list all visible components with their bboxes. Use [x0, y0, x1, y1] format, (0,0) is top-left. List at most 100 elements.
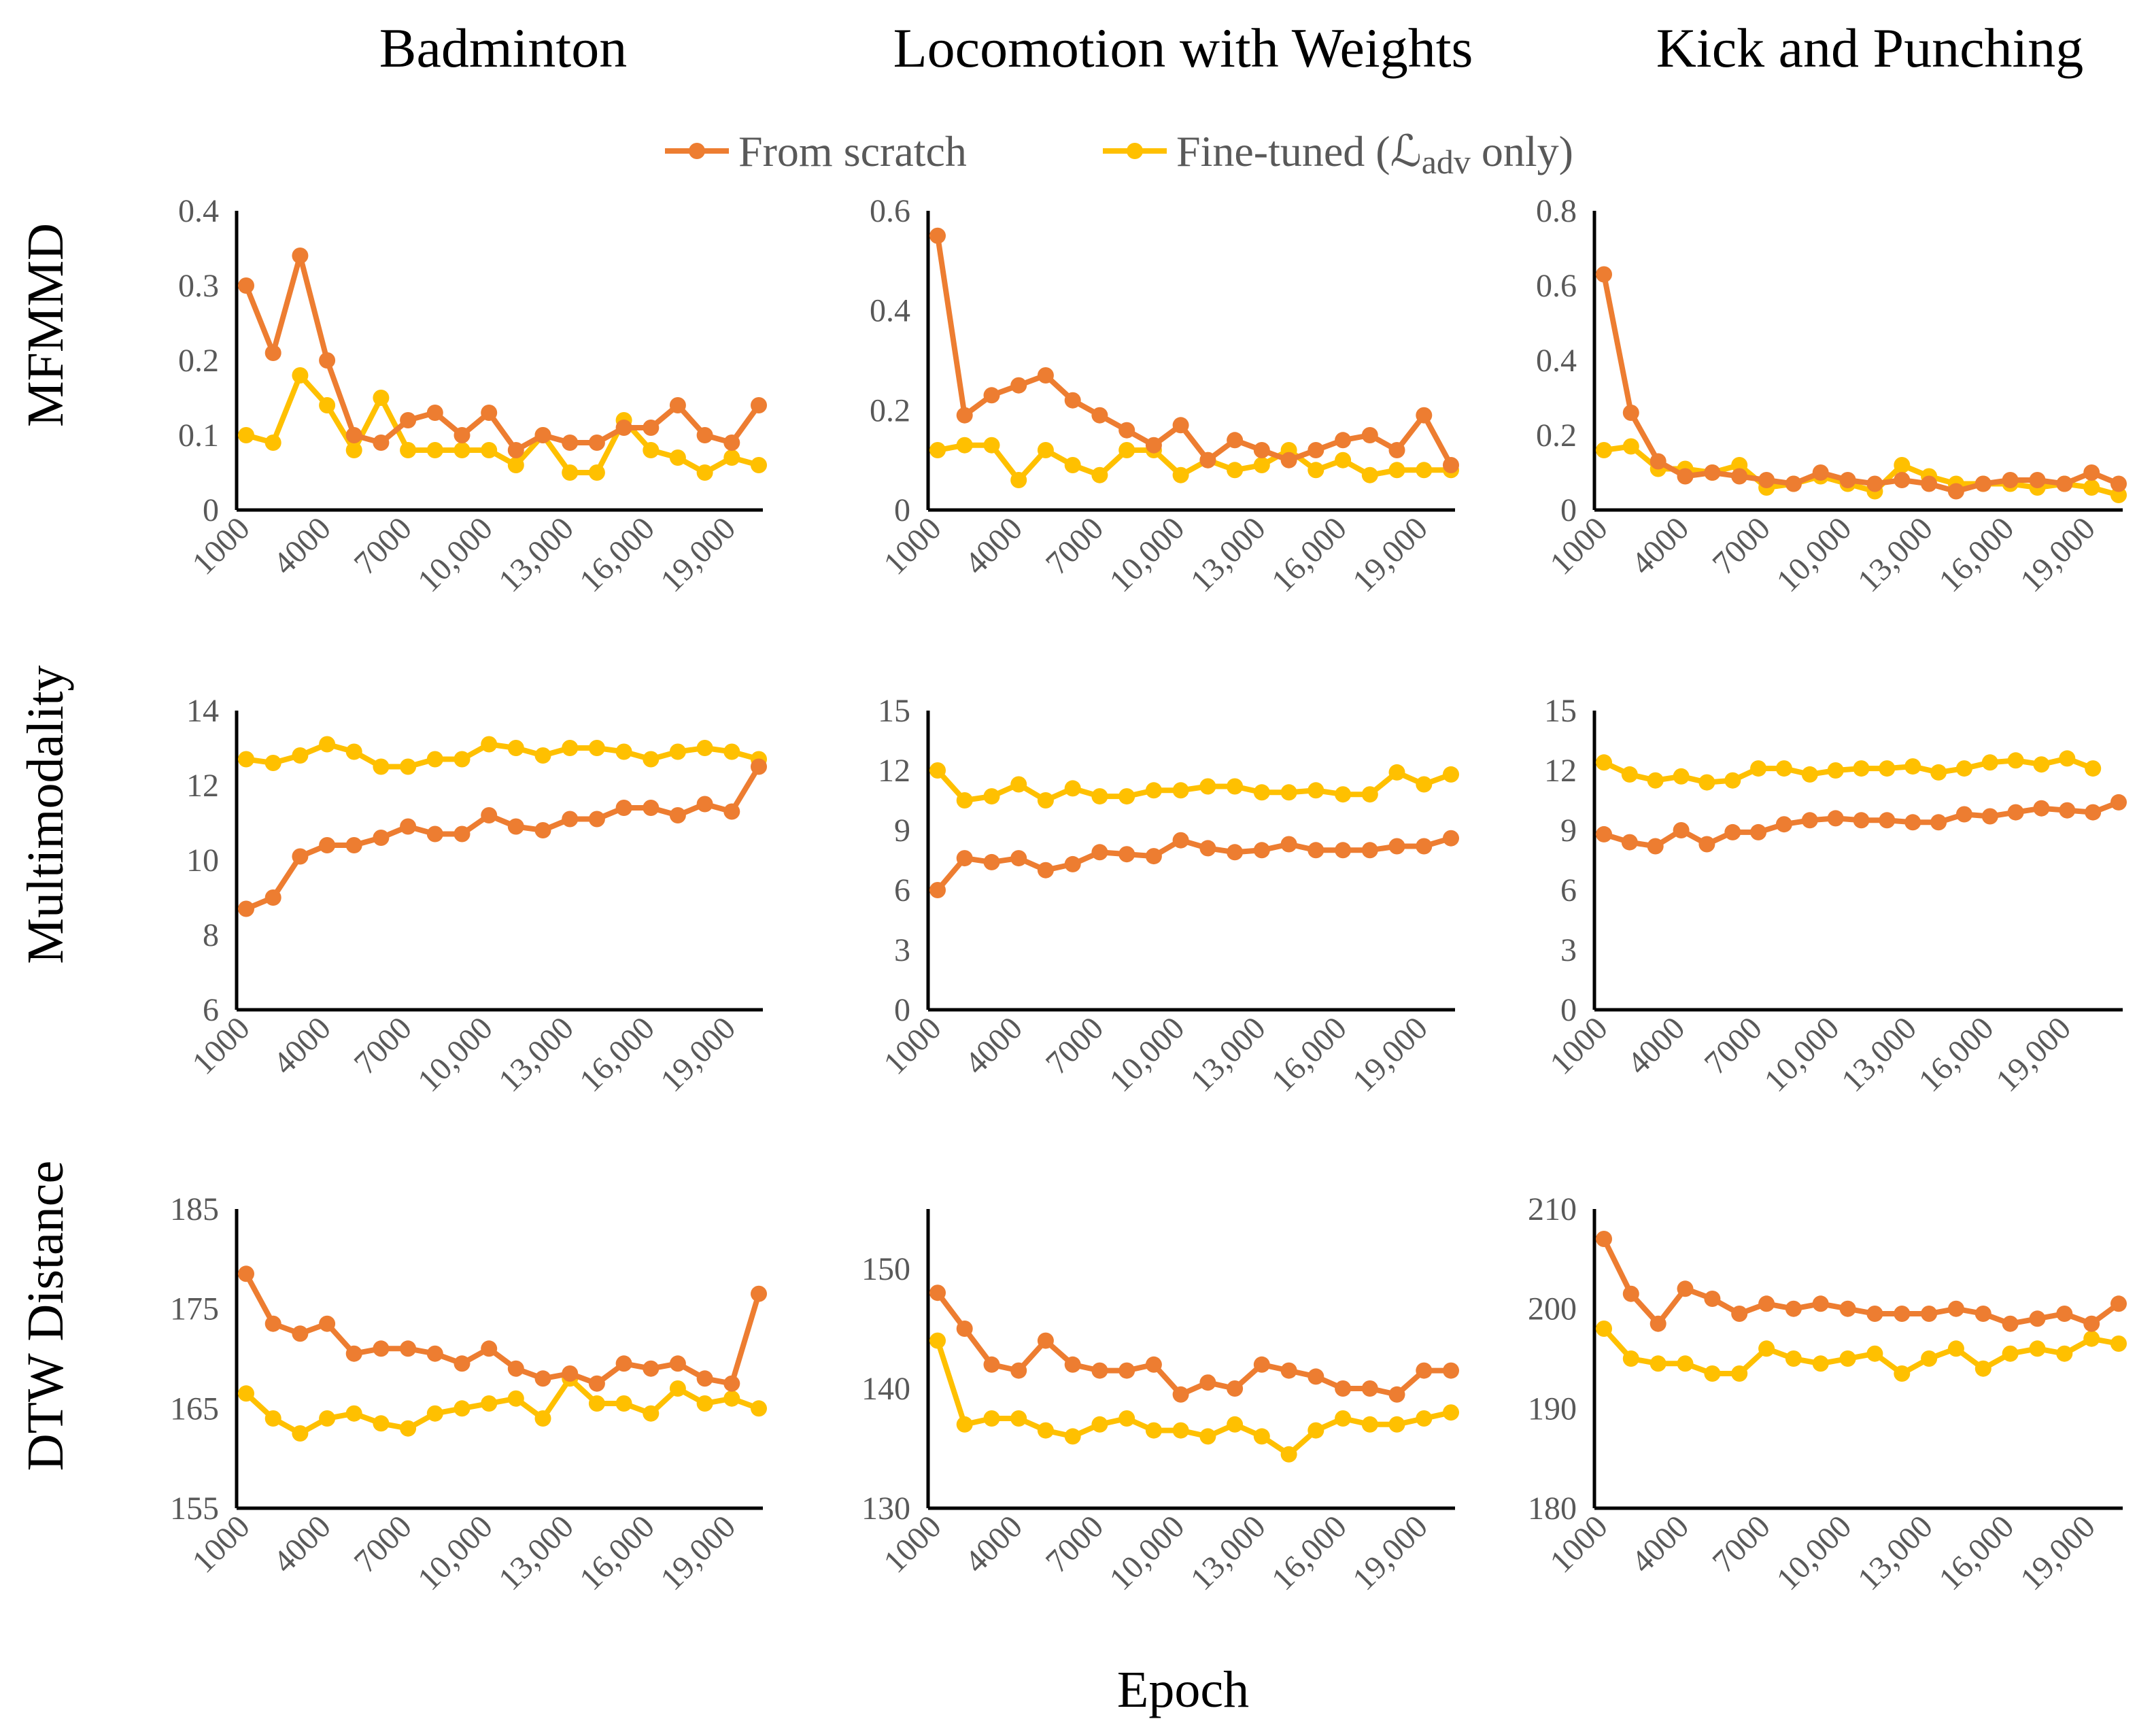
multimodality-badminton-from-scratch-point	[588, 811, 605, 828]
dtw-kick-punching-from-scratch-point	[1894, 1306, 1911, 1322]
dtw-kick-punching-from-scratch-point	[1921, 1306, 1938, 1322]
mfmmd-locomotion-fine-tuned-point	[956, 437, 973, 454]
mfmmd-badminton-from-scratch-line	[243, 253, 762, 453]
multimodality-badminton-y-tick-label: 12	[186, 768, 219, 804]
dtw-kick-punching-fine-tuned-point	[2002, 1345, 2019, 1362]
mfmmd-badminton-from-scratch-point	[373, 435, 390, 451]
mfmmd-badminton-from-scratch-point	[669, 397, 686, 413]
mfmmd-kick-punching-from-scratch-point	[2029, 472, 2046, 488]
dtw-locomotion-fine-tuned-point	[1443, 1404, 1459, 1421]
dtw-locomotion-fine-tuned-point	[1091, 1416, 1108, 1433]
multimodality-kick-punching-from-scratch-point	[1853, 812, 1870, 829]
multimodality-locomotion-fine-tuned-point	[1118, 788, 1135, 805]
mfmmd-locomotion-fine-tuned-point	[1118, 442, 1135, 458]
dtw-kick-punching-from-scratch-point	[1947, 1300, 1964, 1317]
multimodality-kick-punching-from-scratch-point	[1955, 806, 1972, 823]
multimodality-locomotion-from-scratch-point	[1416, 838, 1433, 855]
multimodality-locomotion-fine-tuned-point	[1064, 780, 1081, 797]
mfmmd-locomotion-fine-tuned-point	[1416, 462, 1433, 479]
dtw-locomotion-from-scratch-point	[1199, 1374, 1216, 1391]
mfmmd-kick-punching-x-tick-label: 10,000	[1770, 510, 1859, 599]
dtw-locomotion-y-tick-label: 130	[861, 1491, 910, 1527]
dtw-badminton-from-scratch-point	[454, 1355, 471, 1372]
mfmmd-badminton-y-tick-label: 0.4	[178, 193, 219, 229]
dtw-badminton-from-scratch-point	[723, 1375, 740, 1392]
multimodality-locomotion-from-scratch-point	[1064, 855, 1081, 872]
dtw-kick-punching-from-scratch-line	[1601, 1236, 2121, 1327]
multimodality-badminton-x-tick-label: 1000	[185, 1010, 256, 1081]
dtw-locomotion-from-scratch-point	[1307, 1368, 1324, 1385]
dtw-badminton-fine-tuned-point	[669, 1380, 686, 1397]
mfmmd-kick-punching-from-scratch-point	[1894, 472, 1911, 488]
mfmmd-kick-punching-x-tick-label: 7000	[1705, 510, 1777, 581]
mfmmd-locomotion-fine-tuned-point	[1064, 457, 1081, 473]
multimodality-kick-punching-fine-tuned-point	[1621, 766, 1638, 783]
dtw-badminton-x-tick-label: 7000	[347, 1508, 419, 1580]
mfmmd-locomotion-fine-tuned-point	[1361, 466, 1378, 483]
mfmmd-badminton-from-scratch-point	[534, 427, 551, 443]
dtw-kick-punching-fine-tuned-point	[1731, 1365, 1748, 1382]
dtw-locomotion-fine-tuned-point	[1335, 1410, 1352, 1427]
mfmmd-locomotion-from-scratch-point	[1361, 427, 1378, 443]
dtw-badminton-fine-tuned-point	[643, 1405, 660, 1422]
mfmmd-kick-punching-from-scratch-point	[1649, 453, 1666, 470]
multimodality-locomotion-from-scratch-point	[1118, 846, 1135, 863]
legend-fine-tuned-prefix: Fine-tuned (ℒ	[1176, 127, 1422, 175]
multimodality-badminton-fine-tuned-point	[534, 747, 551, 764]
mfmmd-locomotion-fine-tuned-point	[983, 437, 1000, 454]
multimodality-badminton-from-scratch-point	[264, 889, 281, 906]
dtw-locomotion-from-scratch-point	[1172, 1386, 1189, 1403]
multimodality-locomotion-y-tick-label: 9	[894, 813, 910, 849]
mfmmd-badminton-fine-tuned-point	[669, 449, 686, 466]
mfmmd-locomotion-x-tick-label: 16,000	[1265, 510, 1354, 599]
multimodality-locomotion-y-tick-label: 0	[894, 992, 910, 1028]
mfmmd-kick-punching-from-scratch-point	[1812, 464, 1829, 481]
multimodality-locomotion-fine-tuned-point	[1172, 782, 1189, 799]
mfmmd-badminton-from-scratch-point	[238, 277, 254, 294]
dtw-locomotion-from-scratch-point	[1118, 1362, 1135, 1379]
mfmmd-kick-punching-from-scratch-line	[1601, 271, 2121, 494]
legend-fine-tuned-label: Fine-tuned (ℒadv only)	[1176, 127, 1573, 181]
multimodality-locomotion-fine-tuned-point	[956, 792, 973, 809]
dtw-locomotion-x-tick-label: 10,000	[1103, 1508, 1192, 1597]
mfmmd-locomotion-from-scratch-point	[1199, 452, 1216, 469]
mfmmd-badminton-fine-tuned-point	[696, 464, 713, 481]
multimodality-badminton-from-scratch-point	[643, 800, 660, 816]
multimodality-badminton-fine-tuned-point	[615, 743, 632, 760]
multimodality-locomotion-x-tick-label: 13,000	[1184, 1010, 1273, 1099]
mfmmd-badminton-x-tick-label: 16,000	[572, 510, 662, 599]
mfmmd-kick-punching-y-tick-label: 0	[1560, 492, 1577, 528]
dtw-locomotion-fine-tuned-point	[1388, 1416, 1405, 1433]
mfmmd-badminton-x-tick-label: 7000	[347, 510, 419, 581]
dtw-kick-punching-fine-tuned-point	[2083, 1330, 2100, 1347]
multimodality-kick-punching-fine-tuned-point	[1853, 760, 1870, 777]
dtw-locomotion-from-scratch-point	[956, 1321, 973, 1337]
dtw-badminton-from-scratch-point	[669, 1355, 686, 1372]
multimodality-badminton-y-tick-label: 10	[186, 843, 219, 879]
mfmmd-locomotion-x-tick-label: 19,000	[1346, 510, 1435, 599]
mfmmd-badminton-from-scratch-point	[507, 442, 524, 458]
dtw-kick-punching-fine-tuned-point	[1704, 1365, 1721, 1382]
multimodality-badminton-from-scratch-point	[426, 826, 443, 843]
mfmmd-badminton-from-scratch-point	[615, 420, 632, 436]
mfmmd-badminton-fine-tuned-point	[400, 442, 417, 458]
mfmmd-badminton-x-tick-label: 4000	[266, 510, 337, 581]
multimodality-locomotion-from-scratch-point	[1253, 842, 1270, 859]
dtw-kick-punching-from-scratch-point	[1785, 1300, 1802, 1317]
dtw-locomotion-fine-tuned-point	[1416, 1410, 1433, 1427]
multimodality-locomotion-from-scratch-point	[956, 850, 973, 867]
multimodality-kick-punching-from-scratch-point	[2110, 794, 2127, 811]
dtw-badminton-from-scratch-point	[751, 1285, 767, 1302]
mfmmd-locomotion-from-scratch-point	[1307, 442, 1324, 458]
multimodality-locomotion-x-tick-label: 1000	[876, 1010, 948, 1081]
dtw-badminton-fine-tuned-point	[319, 1410, 336, 1427]
dtw-locomotion-from-scratch-point	[1361, 1380, 1378, 1397]
mfmmd-locomotion-x-tick-label: 7000	[1039, 510, 1110, 581]
mfmmd-locomotion-from-scratch-point	[1091, 407, 1108, 424]
mfmmd-badminton-x-tick-label: 13,000	[492, 510, 581, 599]
mfmmd-badminton-fine-tuned-point	[723, 449, 740, 466]
multimodality-locomotion-x-tick-label: 19,000	[1346, 1010, 1435, 1099]
mfmmd-badminton-y-tick-label: 0.2	[178, 343, 219, 379]
dtw-badminton-fine-tuned-point	[373, 1415, 390, 1432]
dtw-locomotion-y-tick-label: 140	[861, 1371, 910, 1407]
